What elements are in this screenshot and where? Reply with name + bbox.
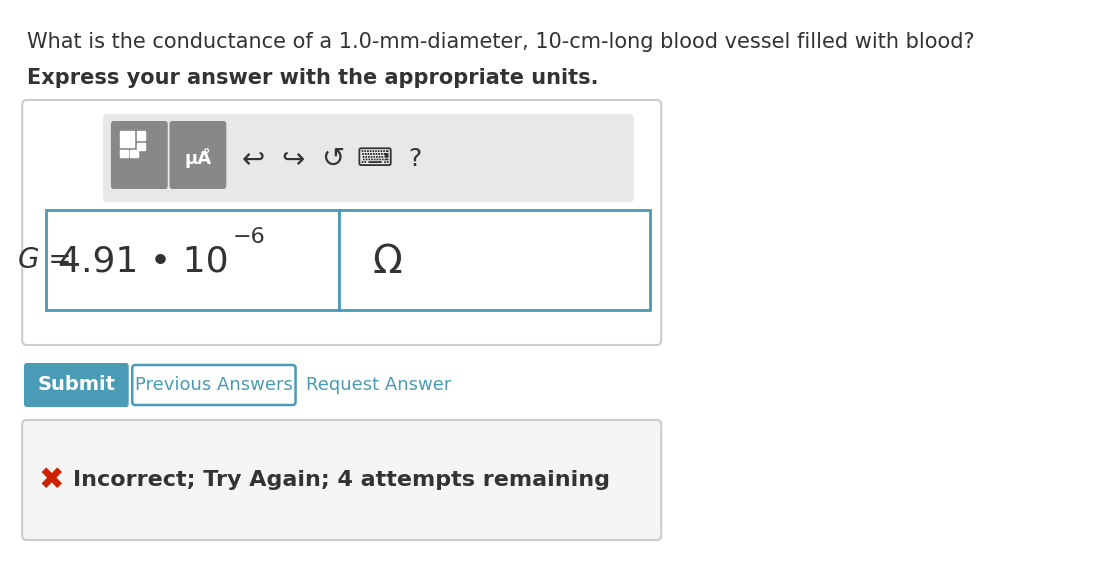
Text: ↪: ↪: [281, 145, 304, 173]
Text: ↩: ↩: [242, 145, 265, 173]
FancyBboxPatch shape: [24, 363, 129, 407]
Text: ?: ?: [409, 147, 422, 171]
Text: Submit: Submit: [37, 376, 115, 395]
FancyBboxPatch shape: [110, 121, 167, 189]
Text: What is the conductance of a 1.0-mm-diameter, 10-cm-long blood vessel filled wit: What is the conductance of a 1.0-mm-diam…: [26, 32, 975, 52]
Text: μÅ: μÅ: [185, 148, 211, 168]
Text: Ω: Ω: [373, 243, 403, 281]
FancyBboxPatch shape: [22, 100, 661, 345]
Text: Express your answer with the appropriate units.: Express your answer with the appropriate…: [26, 68, 598, 88]
Bar: [120, 150, 128, 157]
FancyBboxPatch shape: [22, 420, 661, 540]
Text: G =: G =: [18, 246, 71, 274]
Text: Incorrect; Try Again; 4 attempts remaining: Incorrect; Try Again; 4 attempts remaini…: [73, 470, 609, 490]
Text: −6: −6: [233, 227, 265, 247]
Text: ✖: ✖: [38, 465, 65, 495]
FancyBboxPatch shape: [103, 114, 633, 202]
FancyBboxPatch shape: [339, 210, 650, 310]
FancyBboxPatch shape: [46, 210, 339, 310]
Bar: [137, 143, 144, 150]
Bar: [137, 131, 144, 140]
FancyBboxPatch shape: [170, 121, 226, 189]
Text: ⌨: ⌨: [357, 147, 393, 171]
Text: Request Answer: Request Answer: [306, 376, 452, 394]
Text: Previous Answers: Previous Answers: [135, 376, 293, 394]
Bar: [130, 150, 139, 157]
Text: 4.91 • 10: 4.91 • 10: [58, 245, 229, 279]
FancyBboxPatch shape: [132, 365, 295, 405]
Text: ↺: ↺: [322, 145, 345, 173]
Bar: [120, 131, 135, 147]
